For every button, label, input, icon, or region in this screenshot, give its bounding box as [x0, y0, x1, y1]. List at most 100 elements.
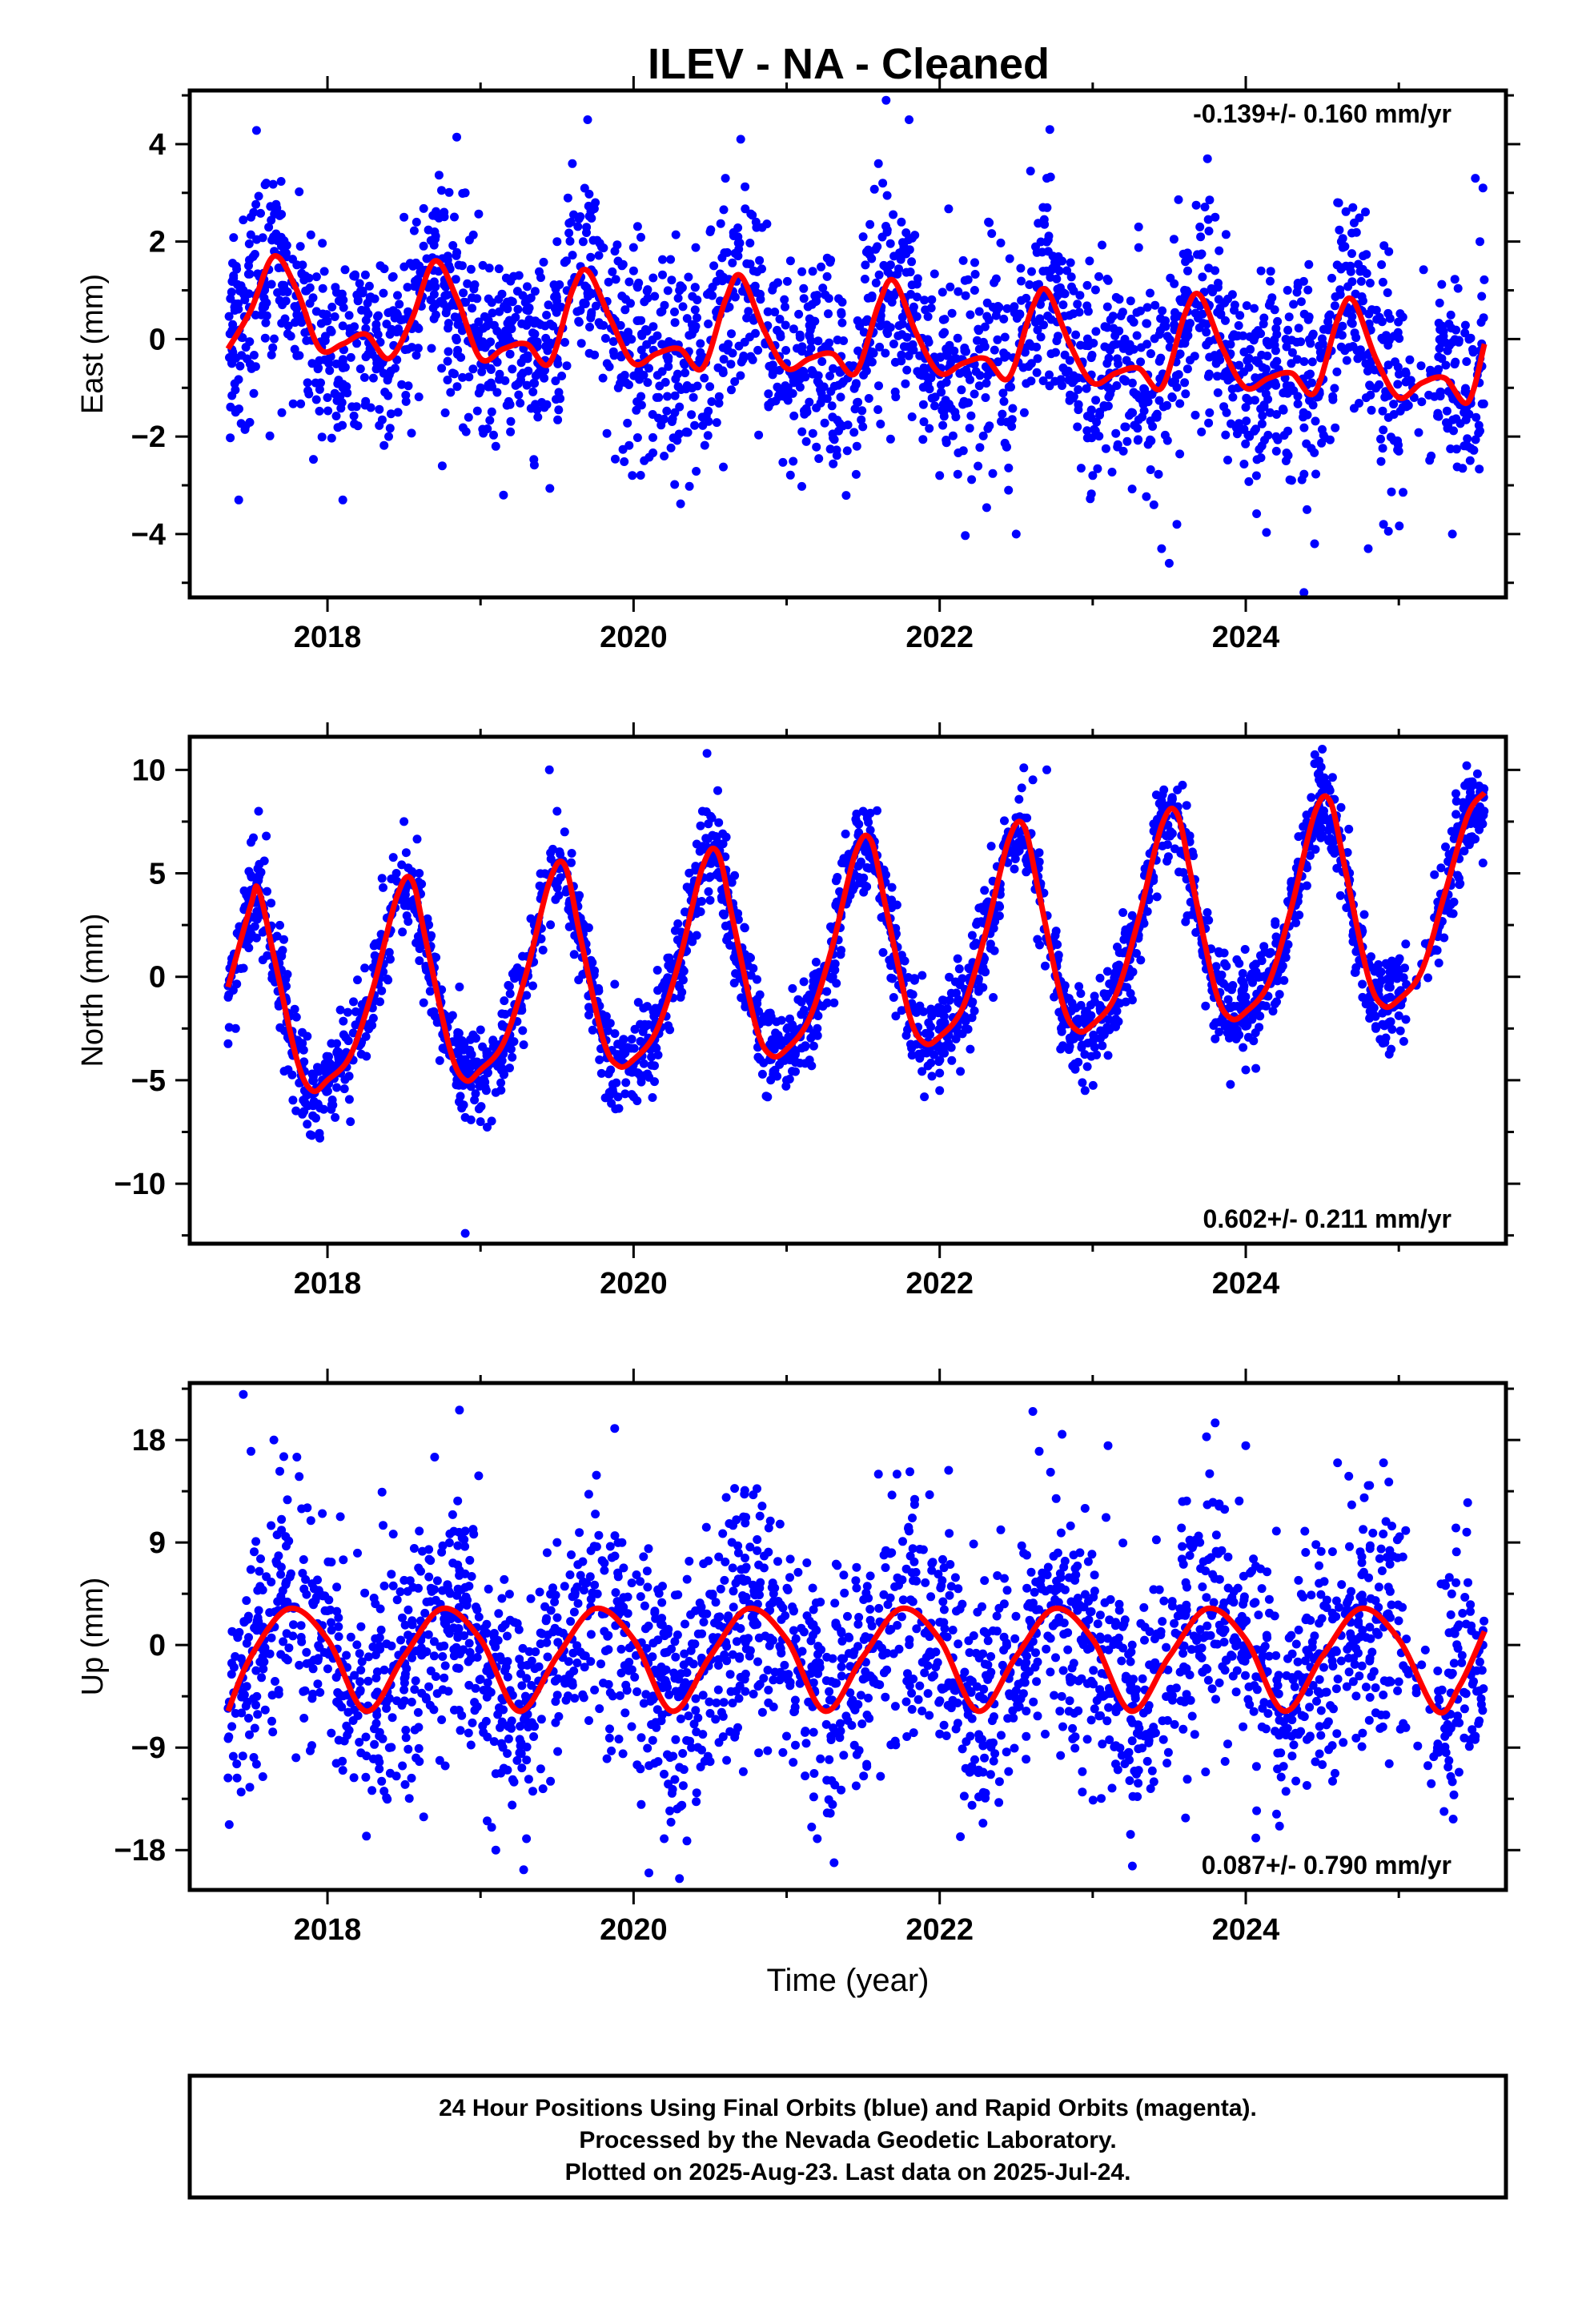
- data-point: [468, 230, 478, 239]
- data-point: [885, 239, 895, 248]
- data-point: [400, 345, 410, 355]
- data-point: [1292, 337, 1302, 347]
- data-point: [755, 990, 765, 999]
- data-point: [918, 400, 928, 409]
- data-point: [861, 317, 870, 327]
- data-point: [452, 132, 461, 142]
- data-point: [959, 396, 969, 406]
- data-point: [611, 1104, 620, 1114]
- data-point: [930, 401, 939, 411]
- data-point: [1008, 404, 1018, 413]
- data-point: [701, 411, 711, 420]
- data-point: [568, 251, 577, 260]
- data-point: [785, 470, 795, 480]
- data-point: [1380, 1038, 1390, 1047]
- data-point: [247, 212, 255, 222]
- data-point: [608, 1085, 617, 1095]
- data-point: [457, 326, 467, 336]
- data-point: [1126, 314, 1136, 324]
- data-point: [1045, 125, 1054, 135]
- data-point: [974, 344, 984, 354]
- data-point: [1255, 1023, 1264, 1032]
- data-point: [267, 974, 277, 983]
- data-point: [484, 263, 494, 273]
- data-point: [652, 392, 661, 402]
- data-point: [518, 291, 528, 300]
- data-point: [1089, 1030, 1098, 1039]
- data-point: [594, 251, 604, 260]
- data-point: [427, 1007, 436, 1017]
- data-point: [412, 834, 422, 844]
- data-point: [428, 304, 438, 313]
- data-point: [267, 350, 276, 360]
- data-point: [499, 490, 508, 500]
- data-point: [396, 316, 405, 325]
- data-point: [511, 380, 520, 390]
- data-point: [1332, 367, 1342, 376]
- data-point: [690, 305, 700, 315]
- data-point: [483, 340, 492, 349]
- data-point: [1282, 448, 1291, 458]
- data-point: [1134, 222, 1143, 231]
- data-point: [602, 359, 612, 368]
- data-point: [850, 404, 860, 414]
- data-point: [1058, 300, 1068, 310]
- data-point: [651, 1043, 661, 1052]
- data-point: [458, 372, 468, 382]
- data-point: [516, 371, 526, 380]
- data-point: [1270, 999, 1279, 1009]
- data-point: [942, 1004, 952, 1013]
- data-point: [1234, 321, 1243, 330]
- data-point: [388, 271, 398, 281]
- data-point: [243, 269, 253, 279]
- data-point: [1221, 430, 1231, 440]
- data-point: [923, 380, 933, 388]
- data-point: [1156, 314, 1166, 324]
- data-point: [595, 1055, 604, 1064]
- data-point: [1245, 432, 1255, 441]
- data-point: [795, 330, 805, 340]
- data-point: [1071, 330, 1081, 340]
- data-point: [859, 370, 869, 380]
- data-point: [1383, 308, 1393, 318]
- data-point: [489, 320, 499, 330]
- data-point: [980, 322, 990, 332]
- data-point: [1475, 464, 1484, 474]
- data-point: [692, 839, 701, 849]
- data-point: [230, 306, 239, 315]
- data-point: [1399, 488, 1407, 497]
- data-point: [238, 333, 247, 343]
- data-point: [228, 320, 238, 329]
- data-point: [494, 264, 504, 274]
- data-point: [504, 980, 513, 990]
- data-point: [1098, 240, 1106, 250]
- data-point: [1251, 471, 1261, 480]
- data-point: [761, 1092, 771, 1101]
- data-point: [1435, 387, 1445, 396]
- data-point: [405, 259, 415, 268]
- data-point: [705, 287, 715, 297]
- data-point: [343, 388, 352, 398]
- data-point: [712, 418, 721, 428]
- data-point: [404, 307, 413, 316]
- data-point: [1146, 288, 1154, 298]
- data-point: [1094, 432, 1104, 441]
- data-point: [298, 260, 307, 270]
- data-point: [770, 308, 780, 317]
- data-point: [873, 405, 883, 414]
- data-point: [1453, 283, 1463, 293]
- data-point: [452, 382, 462, 392]
- data-point: [249, 351, 259, 360]
- data-point: [450, 212, 459, 222]
- data-point: [1201, 1001, 1211, 1011]
- data-point: [385, 424, 395, 433]
- data-point: [385, 308, 394, 317]
- data-point: [446, 388, 456, 397]
- data-point: [1095, 408, 1105, 416]
- data-point: [1162, 840, 1172, 850]
- data-point: [1355, 267, 1365, 276]
- data-point: [825, 338, 834, 348]
- data-point: [963, 275, 973, 284]
- data-point: [628, 471, 637, 480]
- data-point: [942, 438, 951, 448]
